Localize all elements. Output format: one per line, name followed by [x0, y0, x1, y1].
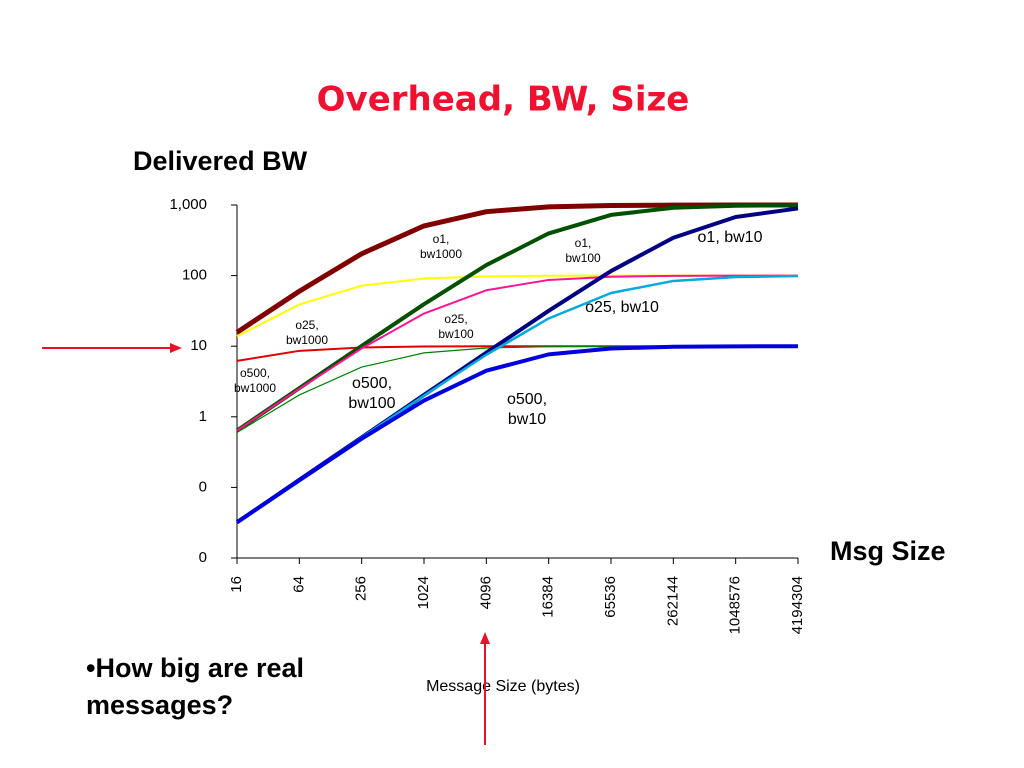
series-label: o25, bw100: [438, 312, 474, 341]
y-tick-label: 1: [199, 408, 207, 425]
x-tick-label: 65536: [602, 576, 619, 618]
series-label: o25, bw10: [585, 299, 659, 316]
series-label: o500, bw10: [506, 391, 548, 428]
y-axis-title: Delivered BW: [133, 146, 308, 176]
x-tick-label: 1048576: [727, 576, 744, 634]
x-tick-label: 262144: [664, 576, 681, 626]
x-tick-label: 1024: [415, 576, 432, 609]
arrow-head: [480, 632, 490, 644]
y-tick-label: 100: [182, 267, 207, 284]
x-axis-side-title: Msg Size: [830, 536, 946, 566]
x-tick-label: 16384: [540, 576, 557, 618]
y-tick-label: 10: [190, 337, 207, 354]
series-line: [235, 344, 799, 524]
series-label: o25, bw1000: [285, 318, 329, 347]
x-axis-title: Message Size (bytes): [426, 678, 580, 695]
x-tick-label: 4096: [477, 576, 494, 609]
series-label: o500, bw100: [348, 375, 396, 412]
chart-title: Overhead, BW, Size: [317, 80, 690, 120]
series-label: o500, bw1000: [233, 366, 277, 395]
y-tick-label: 0: [199, 549, 207, 566]
y-tick-label: 1,000: [169, 196, 207, 213]
series-line: [235, 206, 799, 524]
arrow-head: [170, 343, 182, 353]
x-tick-label: 64: [290, 576, 307, 593]
y-tick-label: 0: [199, 478, 207, 495]
series-label: o1, bw100: [565, 236, 601, 265]
series-line: [236, 274, 799, 432]
series-label: o1, bw1000: [419, 232, 463, 261]
bullet-note: •How big are real messages?: [86, 653, 305, 720]
series-label: o1, bw10: [697, 229, 763, 246]
x-tick-label: 16: [228, 576, 245, 593]
series-line: [235, 203, 799, 433]
x-tick-label: 4194304: [789, 576, 806, 634]
x-tick-label: 256: [353, 576, 370, 601]
